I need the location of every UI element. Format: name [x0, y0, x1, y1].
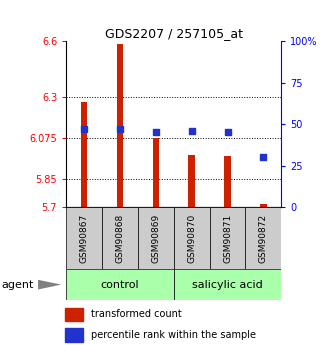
- Bar: [260, 204, 267, 207]
- Bar: [102, 207, 138, 269]
- Text: agent: agent: [2, 280, 34, 289]
- Bar: [117, 44, 123, 207]
- Text: GSM90867: GSM90867: [80, 214, 89, 263]
- Text: control: control: [101, 280, 139, 289]
- Bar: [224, 156, 231, 207]
- Bar: [66, 207, 102, 269]
- Bar: [65, 328, 83, 342]
- Bar: [153, 138, 159, 207]
- Polygon shape: [38, 280, 61, 289]
- Text: transformed count: transformed count: [91, 309, 182, 319]
- Bar: [174, 269, 281, 300]
- Bar: [65, 308, 83, 321]
- Bar: [246, 207, 281, 269]
- Bar: [188, 156, 195, 207]
- Text: GSM90871: GSM90871: [223, 214, 232, 263]
- Point: [153, 130, 159, 135]
- Text: GSM90872: GSM90872: [259, 214, 268, 263]
- Text: GSM90869: GSM90869: [151, 214, 160, 263]
- Bar: [210, 207, 246, 269]
- Bar: [174, 207, 210, 269]
- Text: GSM90868: GSM90868: [116, 214, 124, 263]
- Text: GSM90870: GSM90870: [187, 214, 196, 263]
- Point: [225, 130, 230, 135]
- Bar: [138, 207, 174, 269]
- Bar: [81, 102, 87, 207]
- Text: salicylic acid: salicylic acid: [192, 280, 263, 289]
- Point: [81, 126, 87, 132]
- Bar: [66, 269, 174, 300]
- Text: percentile rank within the sample: percentile rank within the sample: [91, 330, 256, 340]
- Point: [189, 128, 194, 134]
- Title: GDS2207 / 257105_at: GDS2207 / 257105_at: [105, 27, 243, 40]
- Point: [117, 126, 122, 132]
- Point: [261, 155, 266, 160]
